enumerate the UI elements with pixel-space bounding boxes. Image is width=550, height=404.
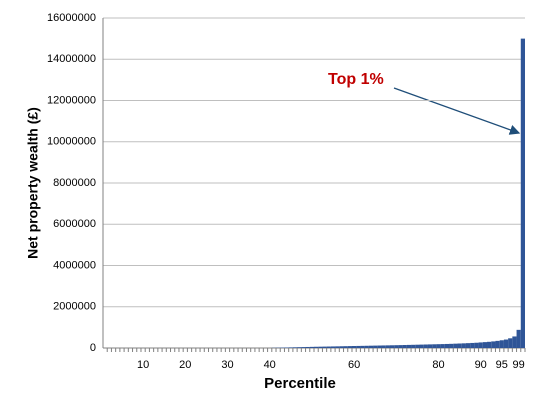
- bar: [373, 345, 378, 348]
- bar: [297, 347, 302, 348]
- y-tick-label: 10000000: [47, 136, 96, 148]
- bar: [339, 346, 344, 348]
- bar: [449, 343, 454, 348]
- bar: [423, 344, 428, 348]
- bar: [322, 346, 327, 348]
- x-axis-title: Percentile: [264, 375, 336, 392]
- y-tick-label: 12000000: [47, 94, 96, 106]
- bar: [385, 345, 390, 348]
- bar: [503, 339, 509, 348]
- bar: [330, 346, 336, 348]
- x-tick-label: 95: [496, 359, 508, 371]
- bar: [487, 341, 492, 348]
- bar: [478, 342, 483, 348]
- bar: [326, 346, 331, 348]
- bar: [512, 336, 517, 348]
- bar: [394, 345, 399, 348]
- x-tick-label: 30: [221, 359, 233, 371]
- y-tick-label: 4000000: [53, 259, 96, 271]
- bar: [457, 343, 462, 348]
- bar: [470, 342, 475, 348]
- y-tick-label: 16000000: [47, 12, 96, 24]
- bar: [335, 346, 340, 348]
- bar: [419, 344, 424, 348]
- bar: [482, 342, 488, 348]
- bar: [491, 341, 496, 348]
- bar: [377, 345, 382, 348]
- bar: [444, 343, 450, 348]
- bar: [284, 347, 289, 348]
- bar: [318, 346, 323, 348]
- y-tick-label: 2000000: [53, 301, 96, 313]
- bar: [398, 345, 403, 348]
- y-tick-label: 8000000: [53, 177, 96, 189]
- bar: [288, 347, 293, 348]
- bar: [402, 345, 407, 348]
- bar: [292, 347, 298, 348]
- bar: [461, 343, 466, 348]
- bar: [440, 344, 445, 348]
- annotation-arrow: [393, 87, 521, 135]
- bar: [406, 344, 412, 348]
- bar: [516, 329, 521, 348]
- x-tick-label: 60: [348, 359, 360, 371]
- bar: [305, 346, 310, 348]
- bar: [411, 344, 416, 348]
- bar: [436, 344, 441, 348]
- bar: [520, 38, 525, 348]
- bar: [474, 342, 479, 348]
- bar: [351, 346, 357, 348]
- bar: [415, 344, 420, 348]
- bar: [465, 343, 471, 348]
- bar: [495, 340, 500, 348]
- annotation: Top 1%: [328, 71, 384, 88]
- bar: [314, 346, 319, 348]
- x-tick-label: 99: [513, 359, 525, 371]
- bar: [309, 346, 314, 348]
- bar: [508, 338, 513, 348]
- x-tick-label: 10: [137, 359, 149, 371]
- bar: [301, 347, 306, 348]
- bar: [347, 346, 352, 348]
- x-tick-label: 80: [432, 359, 444, 371]
- y-axis-title: Net property wealth (£): [25, 107, 41, 259]
- y-tick-label: 6000000: [53, 218, 96, 230]
- bar: [389, 345, 395, 348]
- x-tick-label: 40: [264, 359, 276, 371]
- y-tick-label: 14000000: [47, 53, 96, 65]
- y-tick-label: 0: [90, 342, 96, 354]
- bar: [360, 345, 365, 348]
- x-tick-label: 20: [179, 359, 191, 371]
- bar: [343, 346, 348, 348]
- bar: [499, 340, 504, 348]
- bar: [364, 345, 369, 348]
- bar: [432, 344, 437, 348]
- x-tick-label: 90: [475, 359, 487, 371]
- bar: [381, 345, 386, 348]
- bar: [427, 344, 433, 348]
- bar: [368, 345, 374, 348]
- bar: [453, 343, 458, 348]
- bar: [356, 345, 361, 348]
